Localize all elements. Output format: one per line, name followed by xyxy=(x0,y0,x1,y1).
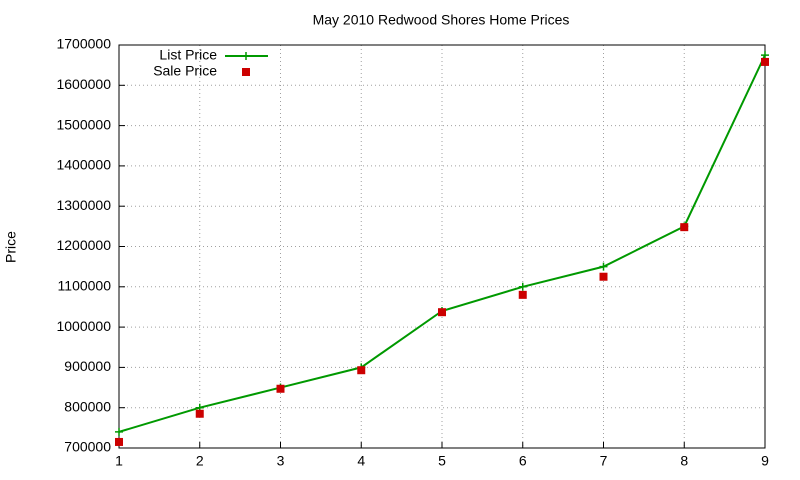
y-axis-label: Price xyxy=(3,231,19,263)
data-point xyxy=(680,223,689,232)
y-tick-label: 1600000 xyxy=(56,76,111,92)
data-point xyxy=(195,409,204,418)
legend-label: Sale Price xyxy=(153,63,217,79)
y-tick-label: 1700000 xyxy=(56,36,111,52)
chart-title: May 2010 Redwood Shores Home Prices xyxy=(313,12,570,28)
legend-marker xyxy=(242,52,250,60)
x-tick-label: 3 xyxy=(277,453,285,469)
data-point xyxy=(761,57,769,66)
data-point xyxy=(599,272,608,281)
y-tick-label: 1100000 xyxy=(58,278,112,294)
data-point xyxy=(115,427,123,436)
x-tick-label: 8 xyxy=(680,453,688,469)
y-tick-label: 700000 xyxy=(64,439,111,455)
y-tick-label: 1000000 xyxy=(56,318,111,334)
data-point xyxy=(518,290,527,299)
y-tick-label: 1300000 xyxy=(56,197,111,213)
x-tick-label: 4 xyxy=(357,453,365,469)
data-point xyxy=(276,384,285,393)
data-point xyxy=(115,437,123,446)
y-tick-label: 1200000 xyxy=(56,237,111,253)
y-tick-label: 1500000 xyxy=(56,116,111,132)
y-tick-label: 1400000 xyxy=(56,157,111,173)
y-tick-label: 800000 xyxy=(64,398,111,414)
data-point xyxy=(357,366,366,375)
x-tick-label: 9 xyxy=(761,453,769,469)
data-line xyxy=(118,54,766,433)
legend-marker xyxy=(242,68,250,76)
x-tick-label: 2 xyxy=(196,453,204,469)
legend-label: List Price xyxy=(159,47,217,63)
y-tick-label: 900000 xyxy=(64,358,111,374)
x-tick-label: 5 xyxy=(438,453,446,469)
plot-border xyxy=(118,44,766,449)
x-tick-label: 7 xyxy=(600,453,608,469)
x-tick-label: 1 xyxy=(115,453,123,469)
data-point xyxy=(518,282,527,291)
data-point xyxy=(438,308,446,317)
data-point xyxy=(761,51,769,60)
data-point xyxy=(599,262,608,271)
x-tick-label: 6 xyxy=(519,453,527,469)
